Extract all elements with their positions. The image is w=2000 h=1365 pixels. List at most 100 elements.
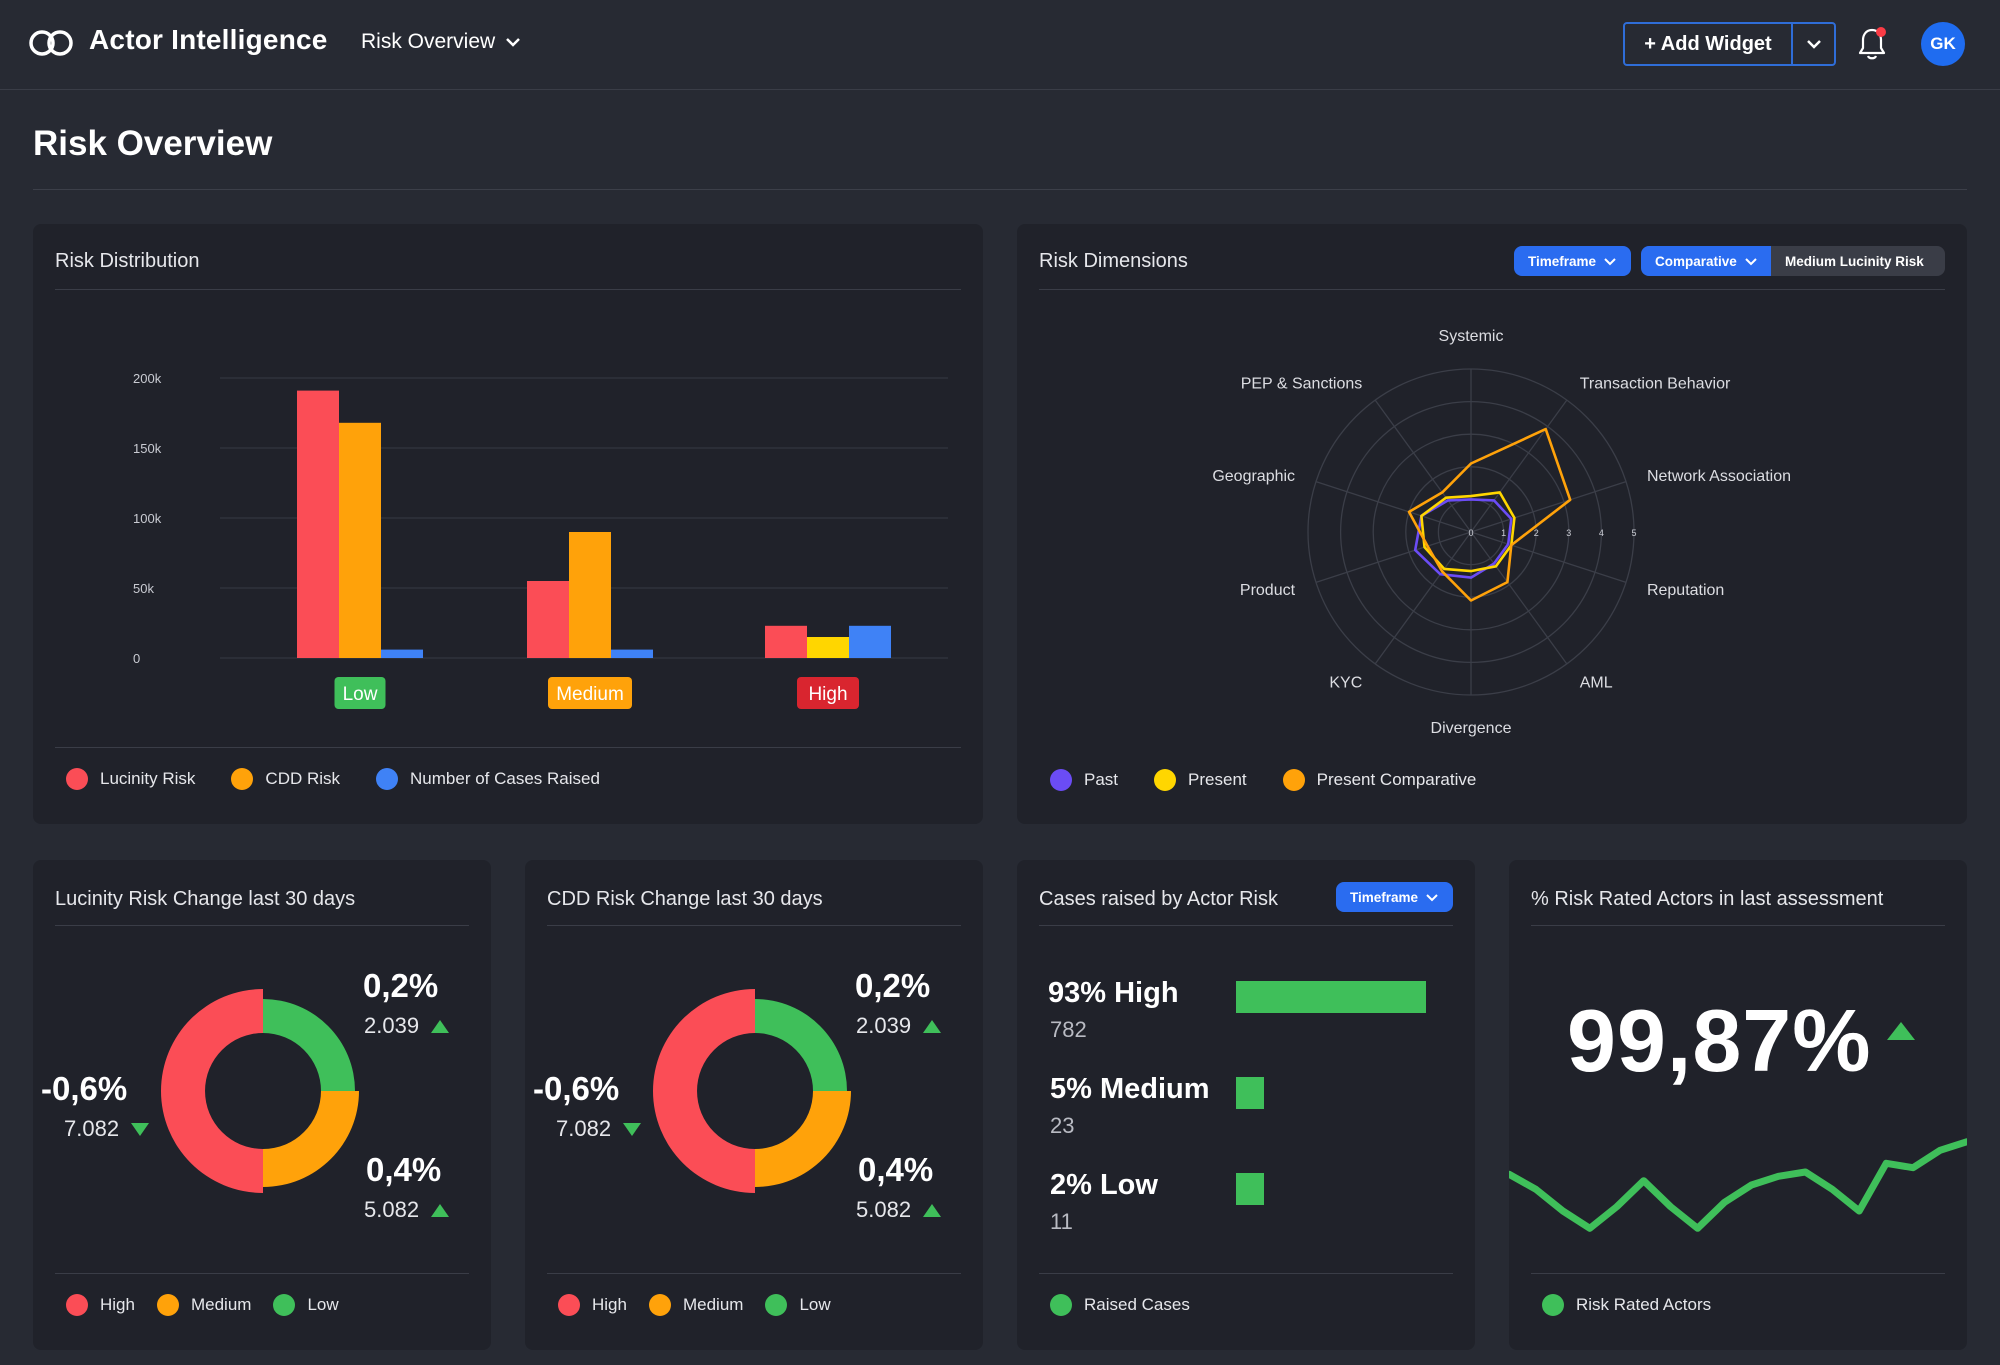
case-row-label: 93% High (1048, 977, 1179, 1009)
r-tick-label: 0 (1468, 528, 1473, 538)
radar-axis-label: Geographic (1212, 468, 1295, 485)
high-change-pct: -0,6% (533, 1070, 620, 1107)
donut-slice-high[interactable] (161, 989, 263, 1193)
card-title: CDD Risk Change last 30 days (547, 888, 823, 910)
avatar[interactable]: GK (1921, 22, 1965, 66)
case-row-count: 23 (1050, 1113, 1075, 1138)
bar-lucinity-risk[interactable] (765, 625, 807, 658)
legend-dot (66, 1294, 88, 1316)
trend-down-icon (131, 1122, 150, 1136)
radar-axis-label: Product (1240, 582, 1296, 599)
divider (55, 289, 961, 290)
legend-item: Raised Cases (1050, 1294, 1190, 1316)
case-row-label: 2% Low (1050, 1169, 1158, 1201)
donut-slice-medium[interactable] (755, 1091, 851, 1187)
legend: Risk Rated Actors (1542, 1294, 1747, 1316)
bar-number-of-cases-raised[interactable] (849, 625, 891, 658)
bar-cdd-risk[interactable] (339, 422, 381, 658)
low-change-pct: 0,2% (363, 967, 439, 1004)
card-title: Risk Dimensions (1039, 250, 1188, 272)
legend-dot (558, 1294, 580, 1316)
legend-label: Raised Cases (1084, 1295, 1190, 1314)
bar-cdd-risk[interactable] (807, 637, 849, 658)
add-widget-dropdown-button[interactable] (1793, 24, 1834, 64)
filter-label: Comparative (1655, 253, 1737, 269)
radar-series-present[interactable] (1420, 491, 1516, 573)
high-change-pct: -0,6% (41, 1070, 128, 1107)
value-text: 99,87% (1567, 991, 1872, 1090)
legend-item: Number of Cases Raised (376, 768, 600, 790)
comparative-filter[interactable]: Comparative (1641, 246, 1771, 276)
low-change-pct: 0,2% (855, 967, 931, 1004)
legend-dot (231, 768, 254, 790)
y-tick-label: 200k (133, 371, 162, 386)
donut-slice-high[interactable] (653, 989, 755, 1193)
r-tick-label: 3 (1566, 528, 1571, 538)
cdd-risk-change-card: CDD Risk Change last 30 days -0,6% 7.082… (525, 860, 983, 1350)
category-label: High (808, 684, 847, 705)
view-selector[interactable]: Risk Overview (361, 30, 521, 54)
radar-spoke (1470, 399, 1568, 533)
bar-lucinity-risk[interactable] (297, 390, 339, 658)
legend-item: Past (1050, 769, 1118, 791)
radar-spoke (1470, 481, 1627, 533)
case-row-count: 11 (1050, 1209, 1073, 1234)
legend-label: Risk Rated Actors (1576, 1295, 1712, 1314)
donut-slice-medium[interactable] (263, 1091, 359, 1187)
radar-axis-label: Reputation (1647, 582, 1724, 599)
divider (547, 925, 961, 926)
timeframe-filter[interactable]: Timeframe (1514, 246, 1631, 276)
legend-item: Low (765, 1294, 831, 1316)
trend-up-icon (431, 1019, 450, 1033)
y-tick-label: 150k (133, 441, 162, 456)
medium-change-pct: 0,4% (366, 1151, 442, 1188)
chevron-down-icon (506, 38, 521, 47)
radar-spoke (1470, 531, 1568, 665)
legend-item: Present Comparative (1282, 769, 1476, 791)
donut-slice-low[interactable] (263, 999, 355, 1091)
radar-axis-label: Network Association (1647, 468, 1791, 485)
filter-label: Timeframe (1528, 253, 1597, 269)
risk-rated-sparkline (1509, 1138, 1967, 1232)
bar-number-of-cases-raised[interactable] (381, 649, 423, 658)
r-tick-label: 2 (1534, 528, 1539, 538)
trend-down-icon (623, 1122, 642, 1136)
value-text: 7.082 (556, 1116, 612, 1141)
radar-axis-label: Transaction Behavior (1580, 375, 1731, 392)
lucinity-risk-donut-chart (161, 989, 359, 1193)
low-change-value: 2.039 (364, 1013, 450, 1039)
legend-dot (1542, 1294, 1564, 1316)
legend-label: Low (799, 1295, 831, 1314)
legend-label: Medium (682, 1295, 744, 1314)
timeframe-filter[interactable]: Timeframe (1336, 882, 1453, 912)
radar-spoke (1374, 399, 1472, 533)
notification-bell-icon[interactable] (1857, 26, 1887, 62)
bar-lucinity-risk[interactable] (527, 581, 569, 658)
legend: Past Present Present Comparative (1050, 769, 1512, 791)
legend: High Medium Low (66, 1294, 361, 1316)
bar-cdd-risk[interactable] (569, 532, 611, 658)
radar-series-present-comparative[interactable] (1407, 427, 1572, 602)
view-selector-label: Risk Overview (361, 30, 496, 53)
divider (33, 189, 1967, 190)
category-label: Low (343, 684, 378, 705)
case-row-bar (1236, 981, 1426, 1013)
medium-lucinity-risk-filter[interactable]: Medium Lucinity Risk (1771, 246, 1945, 276)
divider (1531, 1273, 1945, 1274)
legend: High Medium Low (558, 1294, 853, 1316)
trend-up-icon (923, 1203, 942, 1217)
radar-axis-label: Divergence (1431, 720, 1512, 737)
bar-number-of-cases-raised[interactable] (611, 649, 653, 658)
app-title: Actor Intelligence (89, 24, 328, 55)
y-tick-label: 100k (133, 511, 162, 526)
radar-spoke (1470, 531, 1627, 583)
legend-label: CDD Risk (265, 769, 341, 788)
sparkline-series (1509, 1138, 1967, 1232)
add-widget-button[interactable]: + Add Widget (1625, 24, 1793, 64)
donut-slice-low[interactable] (755, 999, 847, 1091)
legend-item: Present (1154, 769, 1247, 791)
card-title: Risk Distribution (55, 250, 200, 272)
r-tick-label: 5 (1631, 528, 1636, 538)
card-title: % Risk Rated Actors in last assessment (1531, 888, 1884, 910)
divider (1039, 289, 1945, 290)
